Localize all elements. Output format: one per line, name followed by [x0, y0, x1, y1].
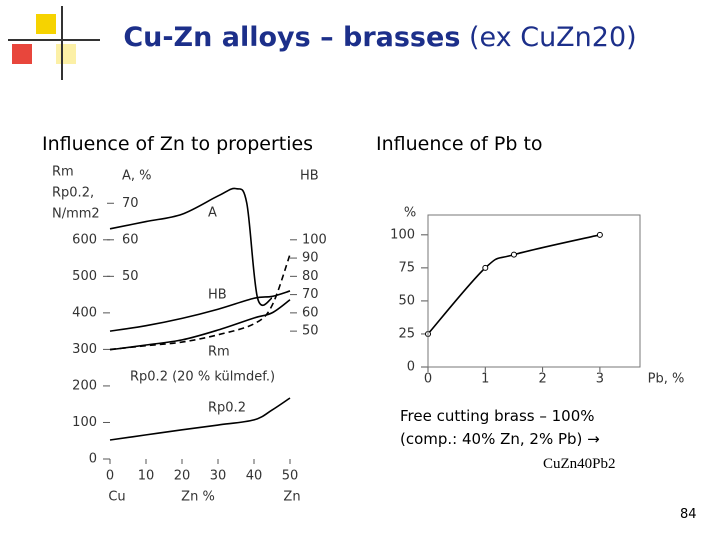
- x-axis-label: Pb, %: [648, 372, 685, 387]
- x-tick-label: 40: [246, 469, 263, 484]
- y-tick-label: 600: [72, 232, 97, 247]
- right-heading: Influence of Pb to: [376, 133, 543, 155]
- curve: [109, 290, 291, 332]
- y-tick-label: 100: [390, 227, 415, 242]
- x-tick-label: 50: [282, 469, 299, 484]
- curve-label: A: [208, 206, 217, 221]
- logo-square: [56, 44, 76, 64]
- curve: [109, 187, 273, 307]
- y-tick-label: 400: [72, 305, 97, 320]
- y-tick-label: 100: [72, 415, 97, 430]
- y3-tick-label: 90: [302, 251, 319, 266]
- curve-label: Rp0.2: [208, 401, 246, 416]
- logo-square: [12, 44, 32, 64]
- x-end-label: Zn: [283, 490, 300, 505]
- curve: [427, 234, 601, 335]
- x-tick-label: 0: [106, 469, 114, 484]
- y-axis-label: Rp0.2,: [52, 186, 94, 201]
- note-line: Free cutting brass – 100%: [400, 407, 595, 425]
- curve: [109, 397, 291, 441]
- point: [510, 251, 517, 258]
- y-tick-label: 0: [89, 452, 97, 467]
- y2-tick-label: 70: [122, 196, 139, 211]
- y2-axis-label: A, %: [122, 169, 152, 184]
- y-tick-label: 300: [72, 342, 97, 357]
- x-tick-label: 2: [538, 372, 546, 387]
- x-tick-label: 10: [138, 469, 155, 484]
- logo-square: [36, 14, 56, 34]
- logo: [8, 6, 100, 80]
- x-start-label: Cu: [108, 490, 125, 505]
- y-tick-label: 500: [72, 269, 97, 284]
- curve-label: Rm: [208, 345, 230, 360]
- y2-tick-label: 50: [122, 269, 139, 284]
- page-number: 84: [680, 507, 697, 522]
- y3-tick-label: 70: [302, 287, 319, 302]
- curve: [109, 299, 291, 351]
- y-tick-label: 75: [398, 260, 415, 275]
- y-tick-label: 25: [398, 326, 415, 341]
- x-tick-label: 0: [424, 372, 432, 387]
- y2-tick-label: 60: [122, 232, 139, 247]
- y-tick-label: 0: [407, 360, 415, 375]
- title-main: Cu-Zn alloys – brasses: [123, 22, 461, 53]
- point: [596, 231, 603, 238]
- y-tick-label: 50: [398, 293, 415, 308]
- point: [482, 264, 489, 271]
- y3-axis-label: HB: [300, 169, 319, 184]
- x-tick-label: 1: [481, 372, 489, 387]
- note-line: (comp.: 40% Zn, 2% Pb) →: [400, 430, 600, 448]
- y-tick-label: 200: [72, 378, 97, 393]
- y3-tick-label: 50: [302, 324, 319, 339]
- y3-tick-label: 100: [302, 232, 327, 247]
- note-line: CuZn40Pb2: [543, 456, 616, 472]
- y3-tick-label: 80: [302, 269, 319, 284]
- x-axis-label: Zn %: [181, 490, 215, 505]
- title-suffix: (ex CuZn20): [468, 22, 637, 53]
- x-tick-label: 3: [596, 372, 604, 387]
- x-tick-label: 30: [210, 469, 227, 484]
- y-axis-label: N/mm2: [52, 207, 100, 222]
- curve-label: HB: [208, 288, 227, 303]
- y3-tick-label: 60: [302, 305, 319, 320]
- left-heading: Influence of Zn to properties: [42, 133, 314, 155]
- curve: [109, 254, 291, 351]
- curve-label: Rp0.2 (20 % külmdef.): [130, 370, 275, 385]
- title: Cu-Zn alloys – brasses (ex CuZn20): [100, 22, 660, 53]
- plot-frame: [427, 214, 641, 368]
- y-axis-label: %: [404, 206, 416, 221]
- x-tick-label: 20: [174, 469, 191, 484]
- y-axis-label: Rm: [52, 165, 74, 180]
